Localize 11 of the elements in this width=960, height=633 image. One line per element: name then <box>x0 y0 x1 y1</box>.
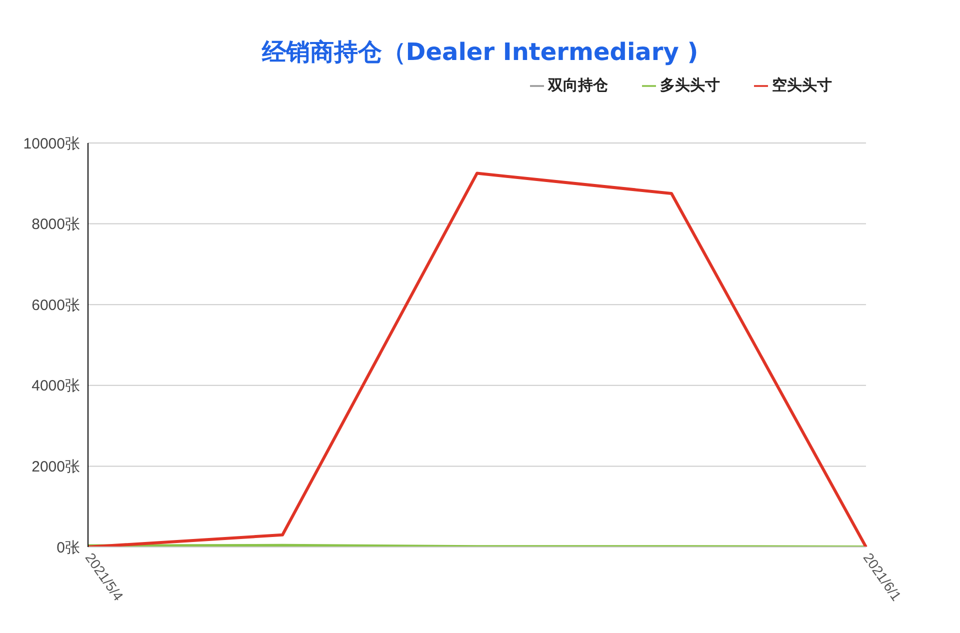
chart-title: 经销商持仓（Dealer Intermediary ) <box>260 37 700 68</box>
y-tick-label: 4000张 <box>32 378 80 395</box>
y-tick-label: 2000张 <box>32 458 80 476</box>
line-series <box>86 172 868 547</box>
legend-label: 空头头寸 <box>772 77 832 94</box>
legend-label: 双向持仓 <box>548 77 608 94</box>
y-tick-label: 10000张 <box>23 135 80 152</box>
y-tick-label: 0张 <box>56 539 80 556</box>
y-tick-label: 8000张 <box>32 216 80 234</box>
legend-label: 多头头寸 <box>660 77 720 94</box>
y-tick-label: 6000张 <box>32 296 80 314</box>
